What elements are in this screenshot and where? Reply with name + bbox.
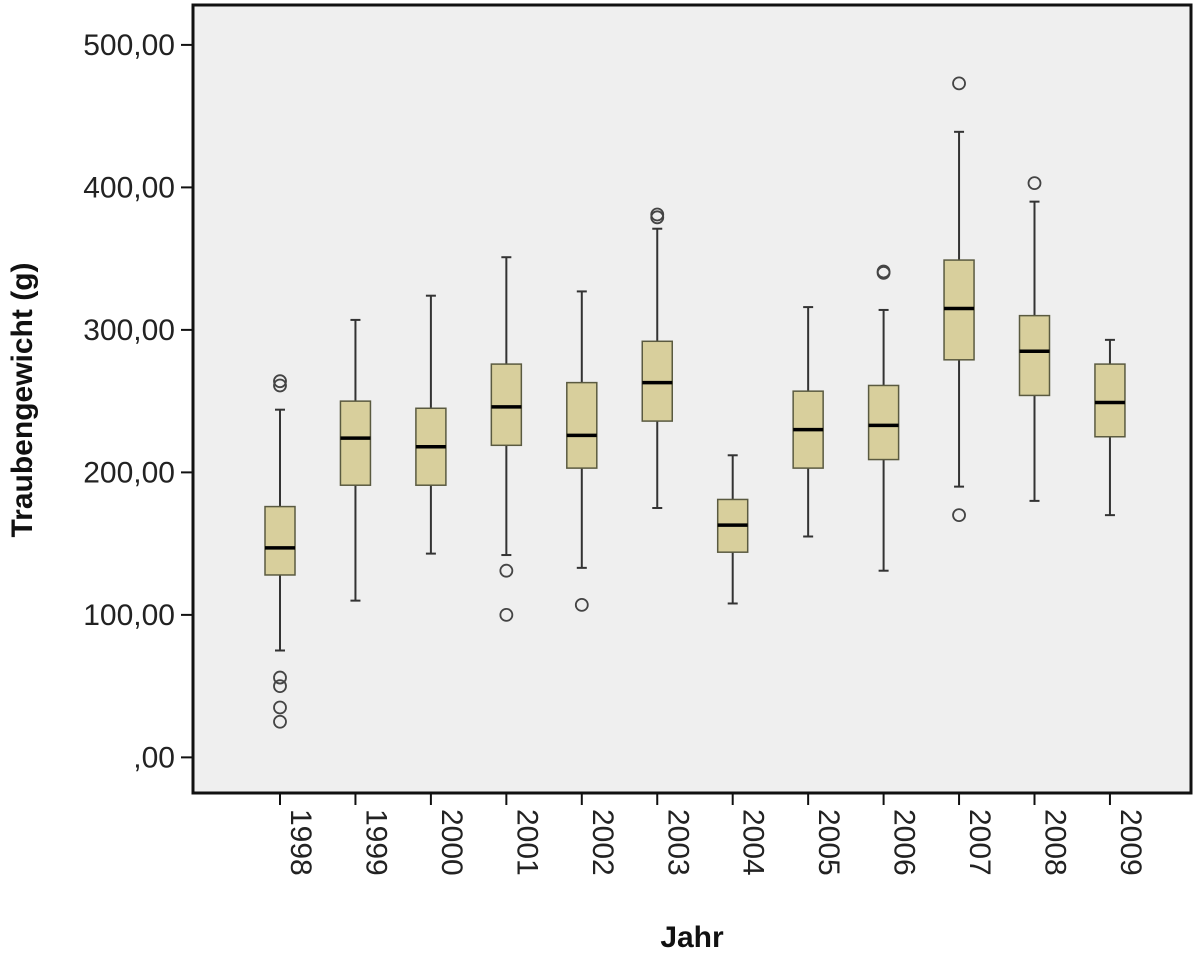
x-tick-label: 2000 — [435, 809, 468, 876]
y-tick-label: 500,00 — [83, 29, 175, 62]
outlier-point — [273, 374, 287, 389]
y-axis-title: Traubengewicht (g) — [6, 262, 39, 537]
box-group-2001 — [490, 256, 523, 622]
box-iqr — [566, 381, 598, 469]
outlier-point — [273, 714, 287, 729]
x-tick-label: 2001 — [510, 809, 543, 876]
x-tick-label: 2007 — [963, 809, 996, 876]
box-group-2009 — [1094, 338, 1126, 517]
boxes-layer — [264, 76, 1126, 729]
outlier-point — [952, 76, 966, 91]
outlier-point — [876, 264, 891, 279]
outlier-point — [1027, 176, 1042, 191]
box-iqr — [490, 363, 523, 447]
outlier-point — [273, 378, 287, 393]
y-tick-label: 200,00 — [83, 456, 175, 489]
plot-area — [191, 3, 1193, 795]
y-tick-label: ,00 — [133, 741, 175, 774]
outlier-point — [273, 670, 287, 685]
y-axis: ,00 100,00 200,00 300,00 400,00 500,00 — [83, 29, 193, 774]
y-tick-label: 100,00 — [83, 599, 175, 632]
outlier-point — [952, 508, 966, 523]
box-group-2005 — [792, 306, 824, 538]
box-iqr — [264, 505, 296, 576]
outlier-point — [499, 607, 514, 622]
x-tick-label: 1999 — [359, 809, 392, 876]
box-group-2008 — [1018, 176, 1051, 502]
box-group-2000 — [415, 294, 447, 555]
outlier-point — [273, 679, 287, 694]
x-tick-label: 2003 — [661, 809, 694, 876]
box-group-2004 — [716, 454, 749, 605]
box-group-1999 — [339, 318, 372, 602]
box-iqr — [1018, 314, 1051, 397]
box-iqr — [867, 384, 900, 461]
box-iqr — [1094, 363, 1126, 438]
x-tick-label: 2006 — [888, 809, 921, 876]
x-axis: 1998 1999 2000 2001 2002 2003 2004 2005 2006 2007… — [279, 793, 1147, 876]
box-group-2006 — [867, 264, 900, 572]
x-tick-label: 2004 — [737, 809, 770, 876]
box-iqr — [339, 400, 372, 486]
x-tick-label: 2002 — [586, 809, 619, 876]
box-group-2003 — [641, 207, 673, 510]
outlier-point — [499, 563, 514, 578]
box-group-2007 — [943, 76, 975, 523]
outlier-point — [650, 207, 665, 222]
y-tick-label: 300,00 — [83, 314, 175, 347]
outlier-point — [574, 598, 589, 612]
x-tick-label: 2008 — [1039, 809, 1072, 876]
y-tick-label: 400,00 — [83, 171, 175, 204]
box-group-2002 — [566, 290, 598, 612]
x-tick-label: 2009 — [1114, 809, 1147, 876]
x-tick-label: 1998 — [284, 809, 317, 876]
x-axis-title: Jahr — [660, 921, 724, 954]
x-tick-label: 2005 — [812, 809, 845, 876]
outlier-point — [273, 700, 287, 715]
box-group-1998 — [264, 374, 296, 729]
